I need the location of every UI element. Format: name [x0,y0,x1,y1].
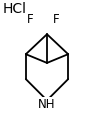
Text: F: F [53,13,60,26]
Text: NH: NH [38,98,56,111]
Text: HCl: HCl [3,2,27,16]
Text: F: F [27,13,34,26]
